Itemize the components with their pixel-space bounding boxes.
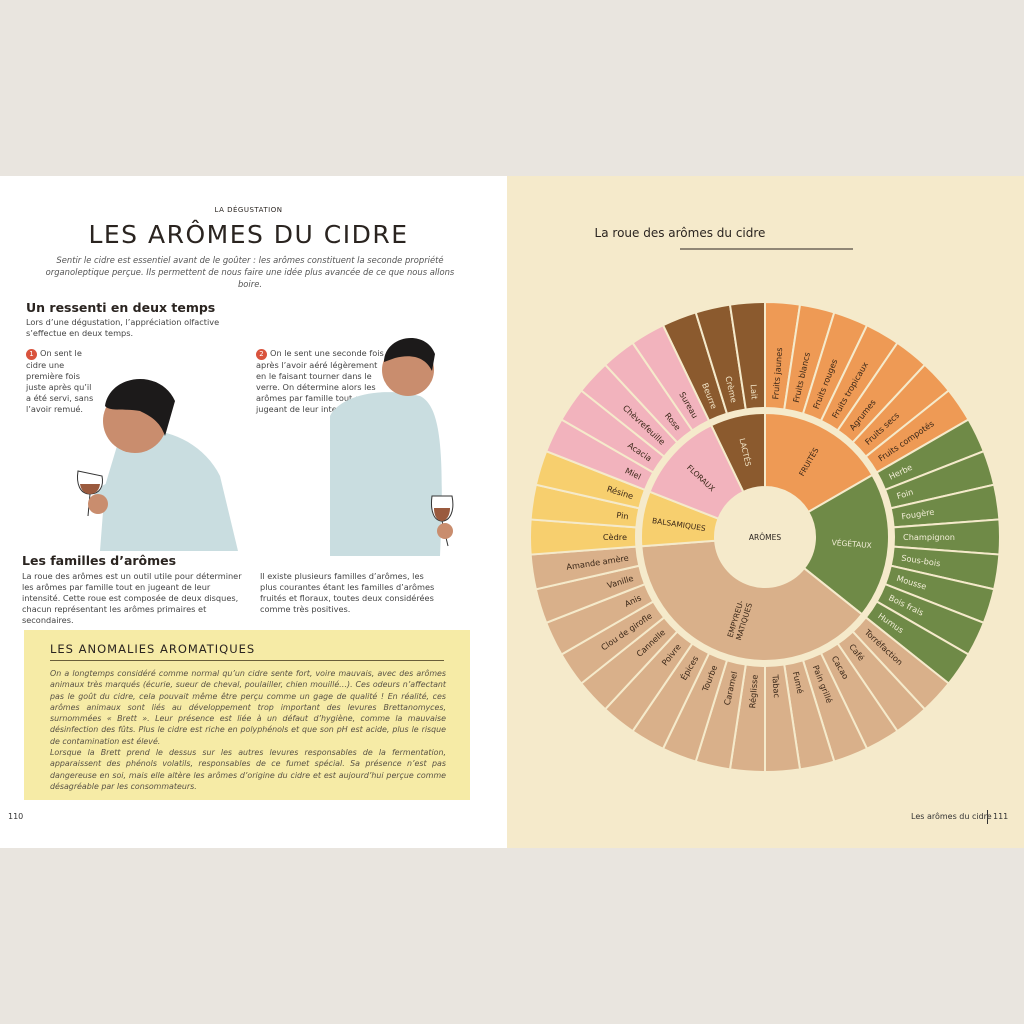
aroma-label: Lait bbox=[749, 384, 760, 401]
family-label: VÉGÉTAUX bbox=[831, 538, 872, 550]
hand bbox=[437, 523, 453, 539]
column-text: La roue des arômes est un outil utile po… bbox=[22, 571, 242, 625]
step-number: 1 bbox=[26, 349, 37, 360]
paragraph: On a longtemps considéré comme normal qu… bbox=[50, 669, 446, 746]
step-number: 2 bbox=[256, 349, 267, 360]
illustrations bbox=[77, 338, 454, 556]
sleeve bbox=[92, 481, 140, 531]
kicker: LA DÉGUSTATION bbox=[214, 206, 283, 214]
family-label-line: VÉGÉTAUX bbox=[831, 538, 872, 550]
aroma-label: Fruits jaunes bbox=[770, 347, 784, 400]
running-title: Les arômes du cidre bbox=[911, 812, 992, 821]
shirt bbox=[100, 430, 238, 551]
anomalies-box: LES ANOMALIES AROMATIQUES On a longtemps… bbox=[24, 630, 470, 800]
page-title: LES ARÔMES DU CIDRE bbox=[88, 220, 409, 249]
aroma-label: Cèdre bbox=[603, 532, 627, 542]
page-number: 111 bbox=[993, 812, 1009, 821]
left-page: LA DÉGUSTATION LES ARÔMES DU CIDRE Senti… bbox=[0, 176, 507, 848]
wheel-title: La roue des arômes du cidre bbox=[595, 226, 766, 240]
divider bbox=[987, 810, 988, 824]
step: 2 On le sent une seconde fois après l’avo… bbox=[256, 348, 386, 415]
cider bbox=[434, 508, 450, 521]
center-disc bbox=[715, 487, 815, 587]
aroma-label: Champignon bbox=[903, 532, 955, 542]
hair bbox=[105, 378, 175, 436]
aroma-label: Tabac bbox=[770, 673, 782, 698]
hair bbox=[384, 338, 435, 371]
aroma-label: Réglisse bbox=[747, 674, 759, 708]
step: 1 On sent le cidre une première fois just… bbox=[26, 348, 96, 415]
section-heading: Les familles d’arômes bbox=[22, 553, 177, 568]
aroma-segment bbox=[631, 323, 711, 432]
hand bbox=[88, 494, 108, 514]
aroma-label: Fumé bbox=[791, 670, 806, 694]
aroma-wheel: La roue des arômes du cidre LACTÉSBeurre… bbox=[529, 226, 1001, 774]
box-text: On a longtemps considéré comme normal qu… bbox=[50, 668, 446, 792]
section-heading: Un ressenti en deux temps bbox=[26, 300, 216, 315]
paragraph: Lorsque la Brett prend le dessus sur les… bbox=[50, 748, 446, 791]
aroma-label: Fougère bbox=[901, 507, 935, 522]
step-text: On sent le cidre une première fois juste… bbox=[26, 348, 94, 414]
cider bbox=[80, 484, 100, 494]
shirt bbox=[330, 392, 442, 556]
rule bbox=[50, 660, 444, 661]
step-text: On le sent une seconde fois après l’avoi… bbox=[256, 348, 384, 414]
column-text: Il existe plusieurs familles d’arômes, l… bbox=[260, 571, 435, 614]
center-label: ARÔMES bbox=[749, 533, 781, 542]
section-text: Lors d’une dégustation, l’appréciation o… bbox=[26, 317, 220, 338]
aroma-label: Foin bbox=[895, 487, 914, 502]
box-title: LES ANOMALIES AROMATIQUES bbox=[50, 642, 256, 656]
page-number: 110 bbox=[8, 812, 24, 821]
aroma-label: Pin bbox=[616, 510, 630, 522]
right-page: La roue des arômes du cidre LACTÉS Beurre… bbox=[507, 176, 1024, 848]
intro: Sentir le cidre est essentiel avant de l… bbox=[45, 255, 455, 289]
